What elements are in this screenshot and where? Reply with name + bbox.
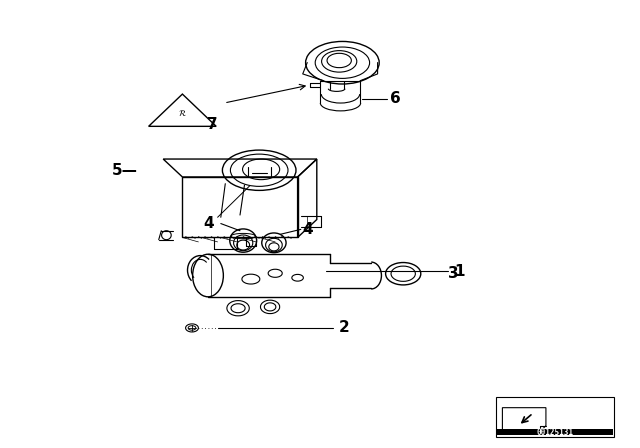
Text: 5—: 5— bbox=[112, 163, 138, 178]
Bar bbox=[496, 397, 614, 437]
Bar bbox=[497, 429, 613, 435]
Text: $\mathcal{R}$: $\mathcal{R}$ bbox=[178, 108, 187, 118]
Text: 6: 6 bbox=[390, 91, 401, 106]
Text: 00125131: 00125131 bbox=[537, 428, 573, 437]
Text: 7: 7 bbox=[207, 116, 218, 132]
Text: 3: 3 bbox=[448, 266, 459, 281]
Text: 4: 4 bbox=[302, 222, 313, 237]
Text: 1: 1 bbox=[454, 263, 465, 279]
Text: 2: 2 bbox=[339, 320, 350, 336]
Text: 4: 4 bbox=[203, 216, 214, 231]
